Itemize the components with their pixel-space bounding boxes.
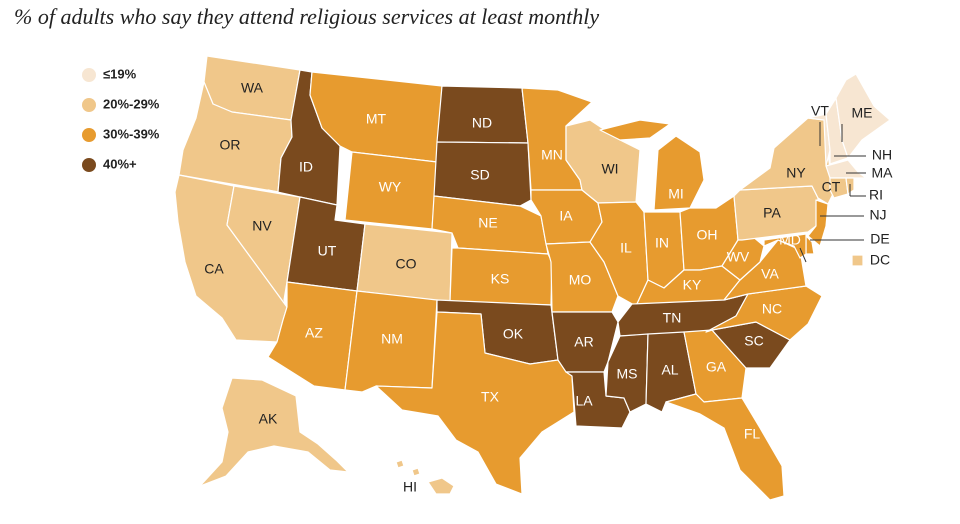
- label-KY: KY: [683, 277, 702, 293]
- legend-label-30-39: 30%-39%: [103, 126, 160, 141]
- label-ME: ME: [852, 105, 873, 121]
- state-IL: [589, 201, 649, 307]
- legend-swatch-30-39: [82, 128, 96, 142]
- label-ND: ND: [472, 115, 492, 131]
- state-DC-swatch: [851, 254, 864, 267]
- legend-item-30-39: 30%-39%: [82, 126, 160, 142]
- label-MA: MA: [872, 165, 894, 181]
- label-TN: TN: [663, 310, 682, 326]
- label-LA: LA: [575, 393, 593, 409]
- state-NJ: [807, 199, 829, 247]
- label-AK: AK: [259, 411, 278, 427]
- label-OR: OR: [220, 137, 241, 153]
- label-AL: AL: [661, 362, 678, 378]
- label-MS: MS: [617, 366, 638, 382]
- label-NM: NM: [381, 331, 403, 347]
- label-NC: NC: [762, 301, 782, 317]
- label-SD: SD: [470, 167, 489, 183]
- label-UT: UT: [318, 243, 337, 259]
- label-OH: OH: [697, 227, 718, 243]
- label-GA: GA: [706, 359, 727, 375]
- label-WA: WA: [241, 80, 264, 96]
- label-WV: WV: [727, 249, 750, 265]
- label-MT: MT: [366, 111, 387, 127]
- legend: ≤19% 20%-29% 30%-39% 40%+: [82, 66, 160, 172]
- state-MD: [763, 233, 807, 259]
- label-MI: MI: [668, 186, 684, 202]
- label-RI: RI: [869, 187, 883, 203]
- legend-label-le19: ≤19%: [103, 66, 137, 81]
- state-FL: [665, 393, 785, 501]
- label-IL: IL: [620, 240, 632, 256]
- label-MO: MO: [569, 272, 592, 288]
- legend-swatch-40plus: [82, 158, 96, 172]
- label-OK: OK: [503, 326, 524, 342]
- label-MN: MN: [541, 147, 563, 163]
- label-CO: CO: [396, 256, 417, 272]
- label-MD: MD: [779, 232, 801, 248]
- label-CT: CT: [822, 179, 841, 195]
- state-VT: [807, 113, 831, 167]
- label-DE: DE: [870, 231, 889, 247]
- label-ID: ID: [299, 159, 313, 175]
- map-title: % of adults who say they attend religiou…: [14, 4, 600, 29]
- label-WY: WY: [379, 179, 402, 195]
- state-SD: [433, 141, 532, 207]
- label-IA: IA: [559, 208, 573, 224]
- label-CA: CA: [204, 261, 224, 277]
- label-AR: AR: [574, 334, 593, 350]
- legend-label-20-29: 20%-29%: [103, 96, 160, 111]
- state-TX: [375, 311, 575, 495]
- label-NV: NV: [252, 218, 272, 234]
- label-VT: VT: [811, 103, 829, 119]
- label-TX: TX: [481, 389, 500, 405]
- leader-DC: [799, 247, 807, 263]
- state-AK: [199, 377, 349, 487]
- state-CT: [829, 177, 849, 199]
- legend-swatch-le19: [82, 68, 96, 82]
- legend-item-20-29: 20%-29%: [82, 96, 160, 112]
- label-NJ: NJ: [869, 207, 886, 223]
- state-AR: [551, 311, 619, 373]
- state-ME: [835, 73, 891, 159]
- label-WI: WI: [601, 161, 618, 177]
- label-DC: DC: [870, 252, 890, 268]
- label-KS: KS: [491, 271, 510, 287]
- state-NC: [705, 285, 823, 341]
- label-HI: HI: [403, 479, 417, 495]
- label-VA: VA: [761, 266, 779, 282]
- label-NE: NE: [478, 215, 497, 231]
- state-labels: WA OR CA NV ID MT WY UT CO AZ NM ND SD N…: [204, 80, 893, 495]
- states: [174, 55, 891, 501]
- label-PA: PA: [763, 205, 781, 221]
- label-AZ: AZ: [305, 325, 323, 341]
- legend-label-40plus: 40%+: [103, 156, 137, 171]
- state-MI: [599, 119, 705, 211]
- leader-lines: [799, 122, 866, 263]
- label-NY: NY: [786, 165, 806, 181]
- label-FL: FL: [744, 426, 761, 442]
- legend-item-40plus: 40%+: [82, 156, 137, 172]
- state-HI: [395, 459, 455, 495]
- label-IN: IN: [655, 235, 669, 251]
- label-SC: SC: [744, 333, 763, 349]
- legend-item-le19: ≤19%: [82, 66, 137, 82]
- label-NH: NH: [872, 147, 892, 163]
- legend-swatch-20-29: [82, 98, 96, 112]
